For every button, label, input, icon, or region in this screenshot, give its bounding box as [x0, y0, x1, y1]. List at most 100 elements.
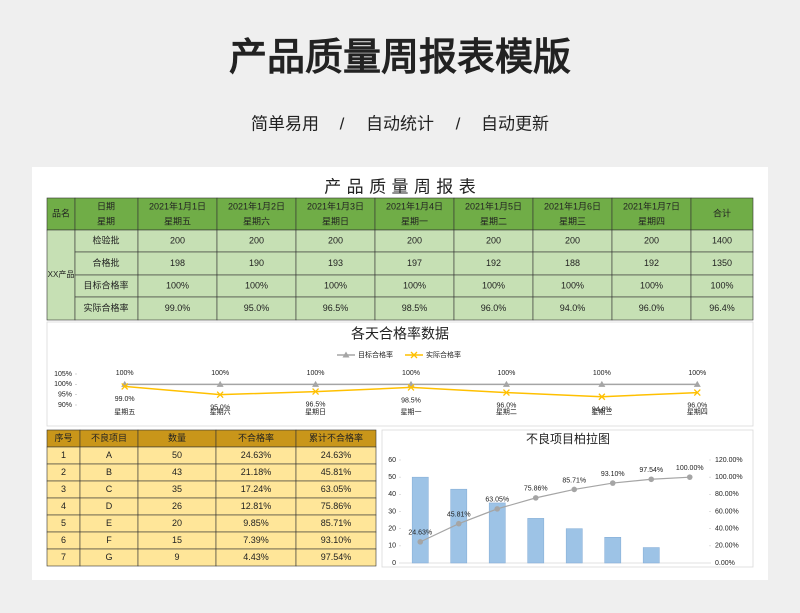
cell-text: 4.43% [243, 552, 269, 562]
cell-text: 品名 [52, 207, 70, 218]
cell-text: 6 [61, 535, 66, 545]
subtitle-item: 简单易用 [251, 114, 319, 133]
table-cell [690, 197, 754, 231]
cell-text: 星期三 [559, 216, 586, 226]
cell-text: D [106, 501, 113, 511]
data-label: 93.10% [601, 471, 625, 478]
cell-text: 目标合格率 [83, 279, 128, 290]
cell-text: 100% [324, 280, 347, 290]
cell-text: 1400 [712, 235, 732, 245]
data-label: 95.0% [210, 405, 230, 412]
cell-text: 200 [328, 235, 343, 245]
cell-text: 93.10% [321, 535, 352, 545]
cell-text: 2021年1月1日 [149, 200, 206, 211]
cell-text: 26 [172, 501, 182, 511]
cell-text: 96.0% [481, 303, 507, 313]
cell-text: 198 [170, 258, 185, 268]
table-cell [374, 197, 455, 231]
point [417, 539, 424, 545]
cell-text: 数量 [168, 432, 186, 443]
table-cell [690, 296, 754, 321]
cell-text: 7.39% [243, 535, 269, 545]
cell-text: 9 [174, 552, 179, 562]
cell-text: 检验批 [92, 234, 119, 245]
point [648, 476, 655, 483]
cell-text: 星期 [97, 216, 115, 226]
bar [488, 502, 506, 564]
cell-text: 96.0% [639, 303, 665, 313]
table-cell [74, 197, 139, 231]
table-cell [532, 197, 613, 231]
cell-text: 12.81% [241, 501, 272, 511]
cell-text: 63.05% [321, 484, 352, 494]
cell-text: 星期五 [164, 216, 191, 226]
cell-text: 3 [61, 484, 66, 494]
cell-text: 200 [170, 235, 185, 245]
bar [565, 528, 583, 564]
cell-text: 星期六 [243, 215, 270, 226]
cell-text: 2021年1月3日 [307, 200, 364, 211]
cell-text: 200 [407, 235, 422, 245]
cell-text: F [106, 535, 112, 545]
cell-text: 85.71% [321, 518, 352, 528]
x-tick-label: 星期六 [210, 407, 231, 416]
cell-text: G [105, 552, 112, 562]
y2-tick-label: 120.00% [715, 457, 743, 464]
x-tick-label: 星期四 [687, 408, 708, 416]
y2-tick-label: 60.00% [715, 508, 739, 515]
point [312, 380, 320, 387]
y2-tick-label: 20.00% [715, 543, 739, 550]
cell-text: 2021年1月6日 [544, 200, 601, 211]
cell-text: 192 [486, 258, 501, 268]
y-tick-label: 40 [388, 491, 396, 498]
cell-text: 17.24% [241, 484, 272, 494]
point [693, 389, 701, 397]
bar [642, 547, 660, 564]
bar [527, 518, 545, 564]
data-label: 75.86% [524, 486, 548, 493]
point [609, 480, 616, 486]
data-label: 100% [593, 370, 611, 377]
cell-text: 21.18% [241, 467, 272, 477]
point [342, 351, 350, 358]
data-label: 100.00% [676, 465, 704, 472]
point [410, 351, 418, 359]
point [494, 506, 501, 512]
cell-text: 星期二 [480, 216, 507, 226]
data-label: 100% [211, 370, 229, 377]
cell-text: B [106, 467, 112, 477]
data-label: 96.0% [687, 402, 707, 409]
cell-text: 日期 [97, 201, 115, 211]
data-label: 97.54% [639, 467, 663, 474]
cell-text: 190 [249, 258, 264, 268]
cell-text: 200 [644, 235, 659, 245]
line-chart-frame [46, 321, 754, 427]
point [216, 380, 224, 387]
subtitle-item: 自动更新 [481, 114, 549, 133]
point [598, 380, 606, 387]
point [598, 393, 606, 401]
y-tick-label: 0 [392, 560, 396, 567]
cell-text: 99.0% [165, 303, 191, 313]
cell-text: 合格批 [92, 257, 119, 268]
table-cell [295, 548, 377, 567]
data-label: 94.0% [592, 407, 612, 414]
cell-text: 累计不合格率 [309, 432, 363, 443]
cell-text: 5 [61, 518, 66, 528]
cell-text: 98.5% [402, 303, 428, 313]
x-tick-label: 星期一 [401, 408, 422, 416]
subtitle-separator: / [340, 114, 345, 133]
cell-text: 星期一 [401, 216, 428, 226]
cell-text: 2021年1月2日 [228, 200, 285, 211]
cell-text: 2021年1月7日 [623, 200, 680, 211]
bar [604, 537, 622, 564]
cell-text: 200 [486, 235, 501, 245]
cell-text: 序号 [54, 432, 72, 443]
y2-tick-label: 100.00% [715, 474, 743, 481]
y-tick-label: 20 [388, 526, 396, 533]
data-label: 96.0% [496, 402, 516, 409]
table-cell [295, 197, 376, 231]
cell-text: 7 [61, 552, 66, 562]
data-label: 85.71% [562, 477, 586, 484]
